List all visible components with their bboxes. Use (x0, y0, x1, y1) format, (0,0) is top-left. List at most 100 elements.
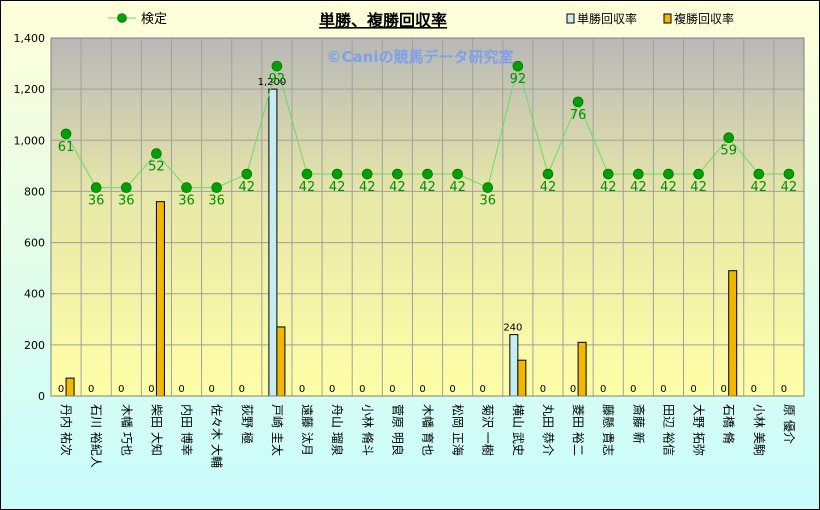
kentei-point (60, 128, 72, 140)
bar-label-tansho: 0 (389, 384, 395, 395)
x-tick-label: 荻野 極 (240, 404, 255, 444)
bar-label-tansho: 0 (690, 384, 696, 395)
bar-fukusho (577, 341, 587, 397)
x-tick-label: 内田 博幸 (180, 404, 195, 456)
bar-label-tansho: 0 (480, 384, 486, 395)
legend-swatch-kentei (117, 13, 127, 23)
plot-frame (50, 37, 805, 397)
kentei-point (331, 168, 343, 180)
bar-label-tansho: 0 (449, 384, 455, 395)
kentei-point (482, 182, 494, 193)
kentei-label: 36 (479, 194, 496, 209)
kentei-label: 42 (540, 180, 557, 195)
kentei-label: 42 (781, 180, 798, 195)
bar-label-tansho: 0 (630, 384, 636, 395)
x-tick-label: 木幡 育也 (421, 404, 436, 456)
bar-label-tansho: 240 (503, 323, 522, 334)
x-tick-label: 小林 脩斗 (360, 404, 374, 456)
bar-label-tansho: 0 (781, 384, 787, 395)
bar-label-tansho: 0 (540, 384, 546, 395)
x-tick-label: 石川 裕紀人 (89, 404, 104, 468)
kentei-point (181, 182, 192, 193)
bar-fukusho (65, 377, 75, 397)
kentei-label: 59 (720, 144, 737, 159)
legend-label-kentei: 検定 (141, 12, 167, 27)
bar-label-tansho: 0 (118, 384, 124, 395)
kentei-label: 36 (118, 194, 135, 209)
bar-label-tansho: 0 (751, 384, 757, 395)
bar-fukusho (155, 201, 165, 397)
x-tick-label: 遠藤 汰月 (300, 404, 314, 456)
kentei-point (572, 96, 584, 108)
x-tick-label: 菱田 裕二 (571, 404, 586, 456)
y-tick-label: 200 (24, 339, 45, 352)
x-tick-label: 松岡 正海 (451, 404, 466, 456)
x-tick-label: 斎藤 新 (631, 404, 646, 444)
kentei-label: 61 (58, 140, 75, 155)
kentei-point (633, 168, 644, 180)
kentei-point (301, 168, 313, 180)
kentei-point (422, 168, 433, 180)
bar-tansho (509, 334, 519, 397)
kentei-point (241, 168, 253, 180)
kentei-label: 36 (208, 194, 225, 209)
x-tick-label: 戸崎 圭太 (270, 404, 285, 456)
kentei-point (452, 168, 463, 180)
x-tick-label: 柴田 大知 (149, 404, 163, 456)
x-tick-label: 木幡 巧也 (119, 404, 134, 456)
legend-label-fukusho: 複勝回収率 (674, 11, 734, 26)
x-tick-label: 菊沢 一樹 (481, 404, 495, 456)
x-tick-label: 石橋 脩 (722, 404, 736, 444)
kentei-label: 42 (419, 180, 436, 195)
legend-swatch-tansho (566, 13, 575, 24)
y-tick-label: 0 (38, 390, 45, 403)
kentei-point (602, 168, 614, 180)
kentei-label: 42 (299, 180, 316, 195)
kentei-label: 76 (570, 108, 587, 123)
bar-label-tansho: 0 (329, 384, 335, 395)
y-tick-label: 400 (24, 288, 45, 301)
bar-label-tansho: 0 (239, 384, 245, 395)
kentei-point (783, 168, 795, 180)
kentei-point (90, 182, 102, 193)
bar-label-tansho: 0 (148, 384, 154, 395)
kentei-label: 92 (269, 72, 286, 87)
kentei-point (271, 60, 283, 72)
kentei-label: 42 (359, 180, 376, 195)
bar-fukusho (276, 326, 286, 397)
y-tick-label: 1,200 (14, 83, 46, 96)
kentei-label: 52 (148, 160, 165, 175)
kentei-label: 42 (389, 180, 406, 195)
bar-label-tansho: 0 (660, 384, 666, 395)
bar-label-tansho: 0 (600, 384, 606, 395)
y-tick-label: 800 (24, 185, 45, 198)
x-tick-label: 原 優介 (782, 404, 796, 444)
x-tick-label: 藤懸 貴志 (601, 404, 615, 456)
kentei-label: 42 (751, 180, 768, 195)
kentei-label: 42 (329, 180, 346, 195)
bar-fukusho (728, 270, 738, 397)
y-tick-label: 1,400 (14, 32, 46, 45)
bar-label-tansho: 0 (208, 384, 214, 395)
x-tick-label: 大野 拓弥 (692, 404, 707, 456)
y-tick-label: 1,000 (14, 134, 46, 147)
kentei-point (542, 168, 554, 180)
kentei-point (151, 148, 162, 159)
x-tick-label: 田辺 裕信 (661, 404, 676, 456)
bar-tansho (268, 88, 278, 397)
bar-label-tansho: 0 (570, 384, 576, 395)
bar-label-tansho: 0 (721, 384, 727, 395)
kentei-point (121, 182, 132, 193)
kentei-label: 42 (600, 180, 617, 195)
kentei-label: 42 (690, 180, 707, 195)
kentei-label: 42 (630, 180, 647, 195)
kentei-point (663, 168, 674, 180)
kentei-point (512, 60, 524, 72)
chart-title: 単勝、複勝回収率 (319, 11, 447, 30)
kentei-point (361, 168, 373, 180)
kentei-label: 36 (88, 194, 105, 209)
bar-label-tansho: 0 (58, 384, 64, 395)
bar-fukusho (517, 359, 527, 397)
